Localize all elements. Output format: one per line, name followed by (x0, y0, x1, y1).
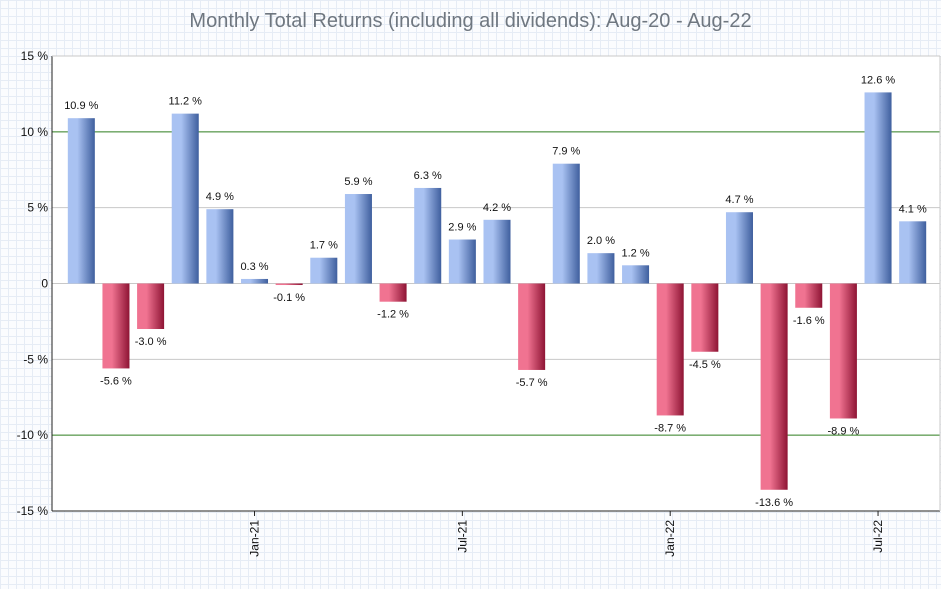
y-tick-label: 5 % (27, 201, 48, 215)
bar (448, 239, 476, 284)
y-tick-label: -15 % (17, 504, 49, 518)
data-labels: 10.9 % -5.6 % -3.0 % 11.2 % 4.9 % 0.3 % -0.1 %… (64, 74, 927, 508)
bar (241, 278, 269, 284)
x-tick-label: Jan-22 (663, 520, 677, 557)
bar (864, 92, 892, 284)
x-tick-label: Jan-21 (248, 520, 262, 557)
bar (760, 283, 788, 490)
bar (656, 283, 684, 416)
data-label: -13.6 % (755, 497, 793, 509)
bar (725, 212, 753, 284)
data-label: -5.7 % (516, 377, 548, 389)
bar (622, 265, 650, 284)
y-tick-label: 15 % (21, 49, 49, 63)
data-label: -0.1 % (273, 292, 305, 304)
bar (899, 221, 927, 284)
grid-lines (52, 131, 940, 436)
data-label: -8.9 % (828, 425, 860, 437)
bar (518, 283, 546, 370)
data-label: -3.0 % (135, 336, 167, 348)
data-label: 2.0 % (587, 235, 615, 247)
bar (795, 283, 823, 308)
bar (829, 283, 857, 419)
bar (67, 118, 95, 284)
data-label: 7.9 % (552, 146, 580, 158)
bar (587, 253, 615, 284)
bar (171, 113, 199, 284)
bar (483, 219, 511, 284)
y-tick-label: -5 % (23, 352, 48, 366)
axes: 15 % 10 % 5 % 0 -5 % -10 % -15 % Jan-21 Jul-21 Ja… (17, 49, 941, 557)
bar (102, 283, 130, 369)
bar (206, 209, 234, 284)
bar (310, 257, 338, 284)
data-label: 5.9 % (344, 176, 372, 188)
data-label: 2.9 % (448, 222, 476, 234)
x-tick-label: Jul-21 (455, 520, 469, 553)
data-label: -4.5 % (689, 359, 721, 371)
data-label: 4.2 % (483, 202, 511, 214)
data-label: 10.9 % (64, 100, 98, 112)
y-tick-label: -10 % (17, 428, 49, 442)
data-label: 4.1 % (899, 203, 927, 215)
x-tick-label: Jul-22 (871, 520, 885, 553)
data-label: 0.3 % (240, 261, 268, 273)
data-label: 4.7 % (725, 194, 753, 206)
bar (275, 283, 303, 286)
data-label: -1.6 % (793, 315, 825, 327)
bar (552, 163, 580, 284)
data-label: 4.9 % (206, 191, 234, 203)
bar (691, 283, 719, 352)
data-label: -5.6 % (100, 375, 132, 387)
data-label: 1.7 % (310, 240, 338, 252)
data-label: 12.6 % (861, 74, 895, 86)
y-tick-label: 0 (41, 277, 48, 291)
data-label: -1.2 % (377, 309, 409, 321)
data-label: 1.2 % (621, 247, 649, 259)
data-label: -8.7 % (654, 422, 686, 434)
bar (137, 283, 165, 329)
bars (67, 92, 927, 490)
bar (379, 283, 407, 302)
bar (414, 187, 442, 284)
y-tick-label: 10 % (21, 125, 49, 139)
data-label: 6.3 % (414, 170, 442, 182)
chart-title: Monthly Total Returns (including all div… (189, 10, 752, 32)
data-label: 11.2 % (169, 96, 203, 108)
bar (344, 194, 372, 284)
